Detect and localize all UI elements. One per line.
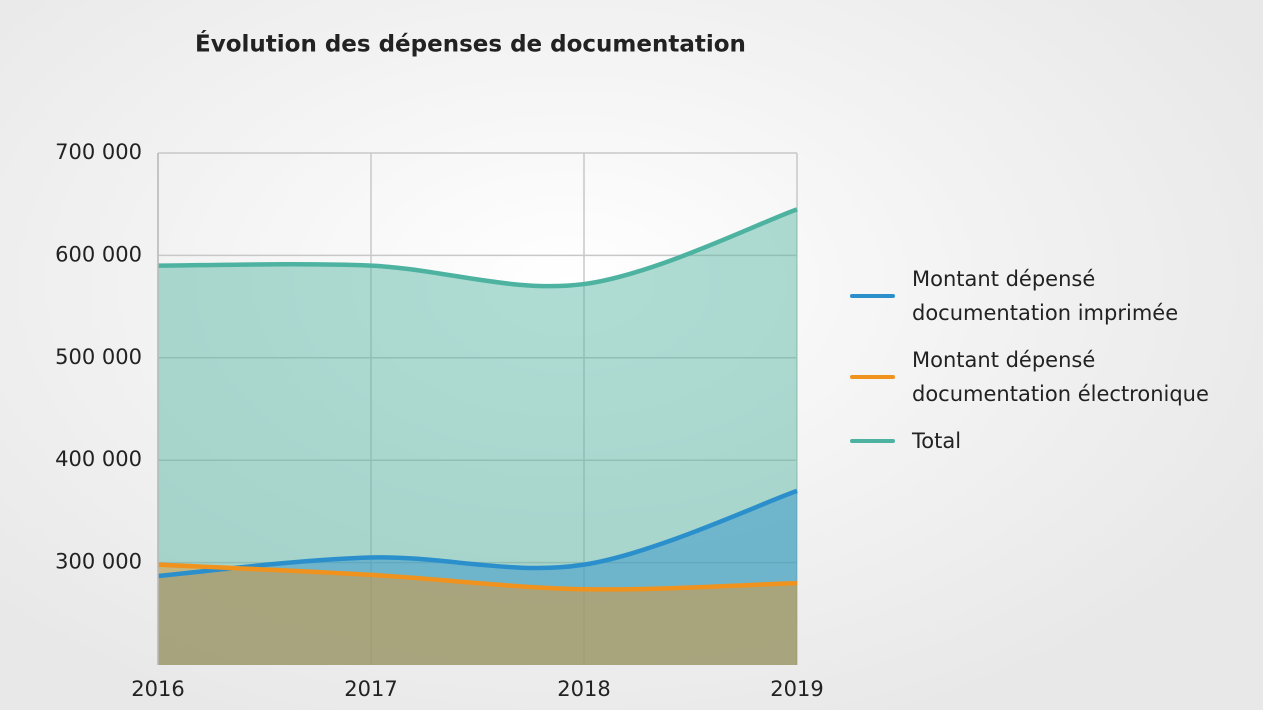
x-tick-label: 2016 bbox=[131, 677, 184, 701]
legend-key bbox=[850, 439, 895, 443]
legend-label: Total bbox=[912, 429, 962, 453]
chart-title: Évolution des dépenses de documentation bbox=[195, 30, 746, 58]
y-tick-label: 500 000 bbox=[55, 345, 142, 369]
legend-label: Montant dépensé documentation imprimée bbox=[912, 267, 1179, 325]
x-tick-label: 2017 bbox=[344, 677, 397, 701]
y-tick-label: 400 000 bbox=[55, 447, 142, 471]
x-tick-label: 2019 bbox=[770, 677, 823, 701]
x-tick-label: 2018 bbox=[557, 677, 610, 701]
legend-key bbox=[850, 375, 895, 379]
y-tick-label: 600 000 bbox=[55, 242, 142, 266]
line bbox=[157, 207, 798, 289]
area bbox=[158, 490, 797, 665]
line bbox=[157, 562, 798, 592]
legend-label: Montant dépensé documentation électroniq… bbox=[912, 348, 1209, 406]
line bbox=[157, 488, 798, 579]
legend-key bbox=[850, 294, 895, 298]
y-tick-label: 700 000 bbox=[55, 140, 142, 164]
y-tick-label: 300 000 bbox=[55, 550, 142, 574]
